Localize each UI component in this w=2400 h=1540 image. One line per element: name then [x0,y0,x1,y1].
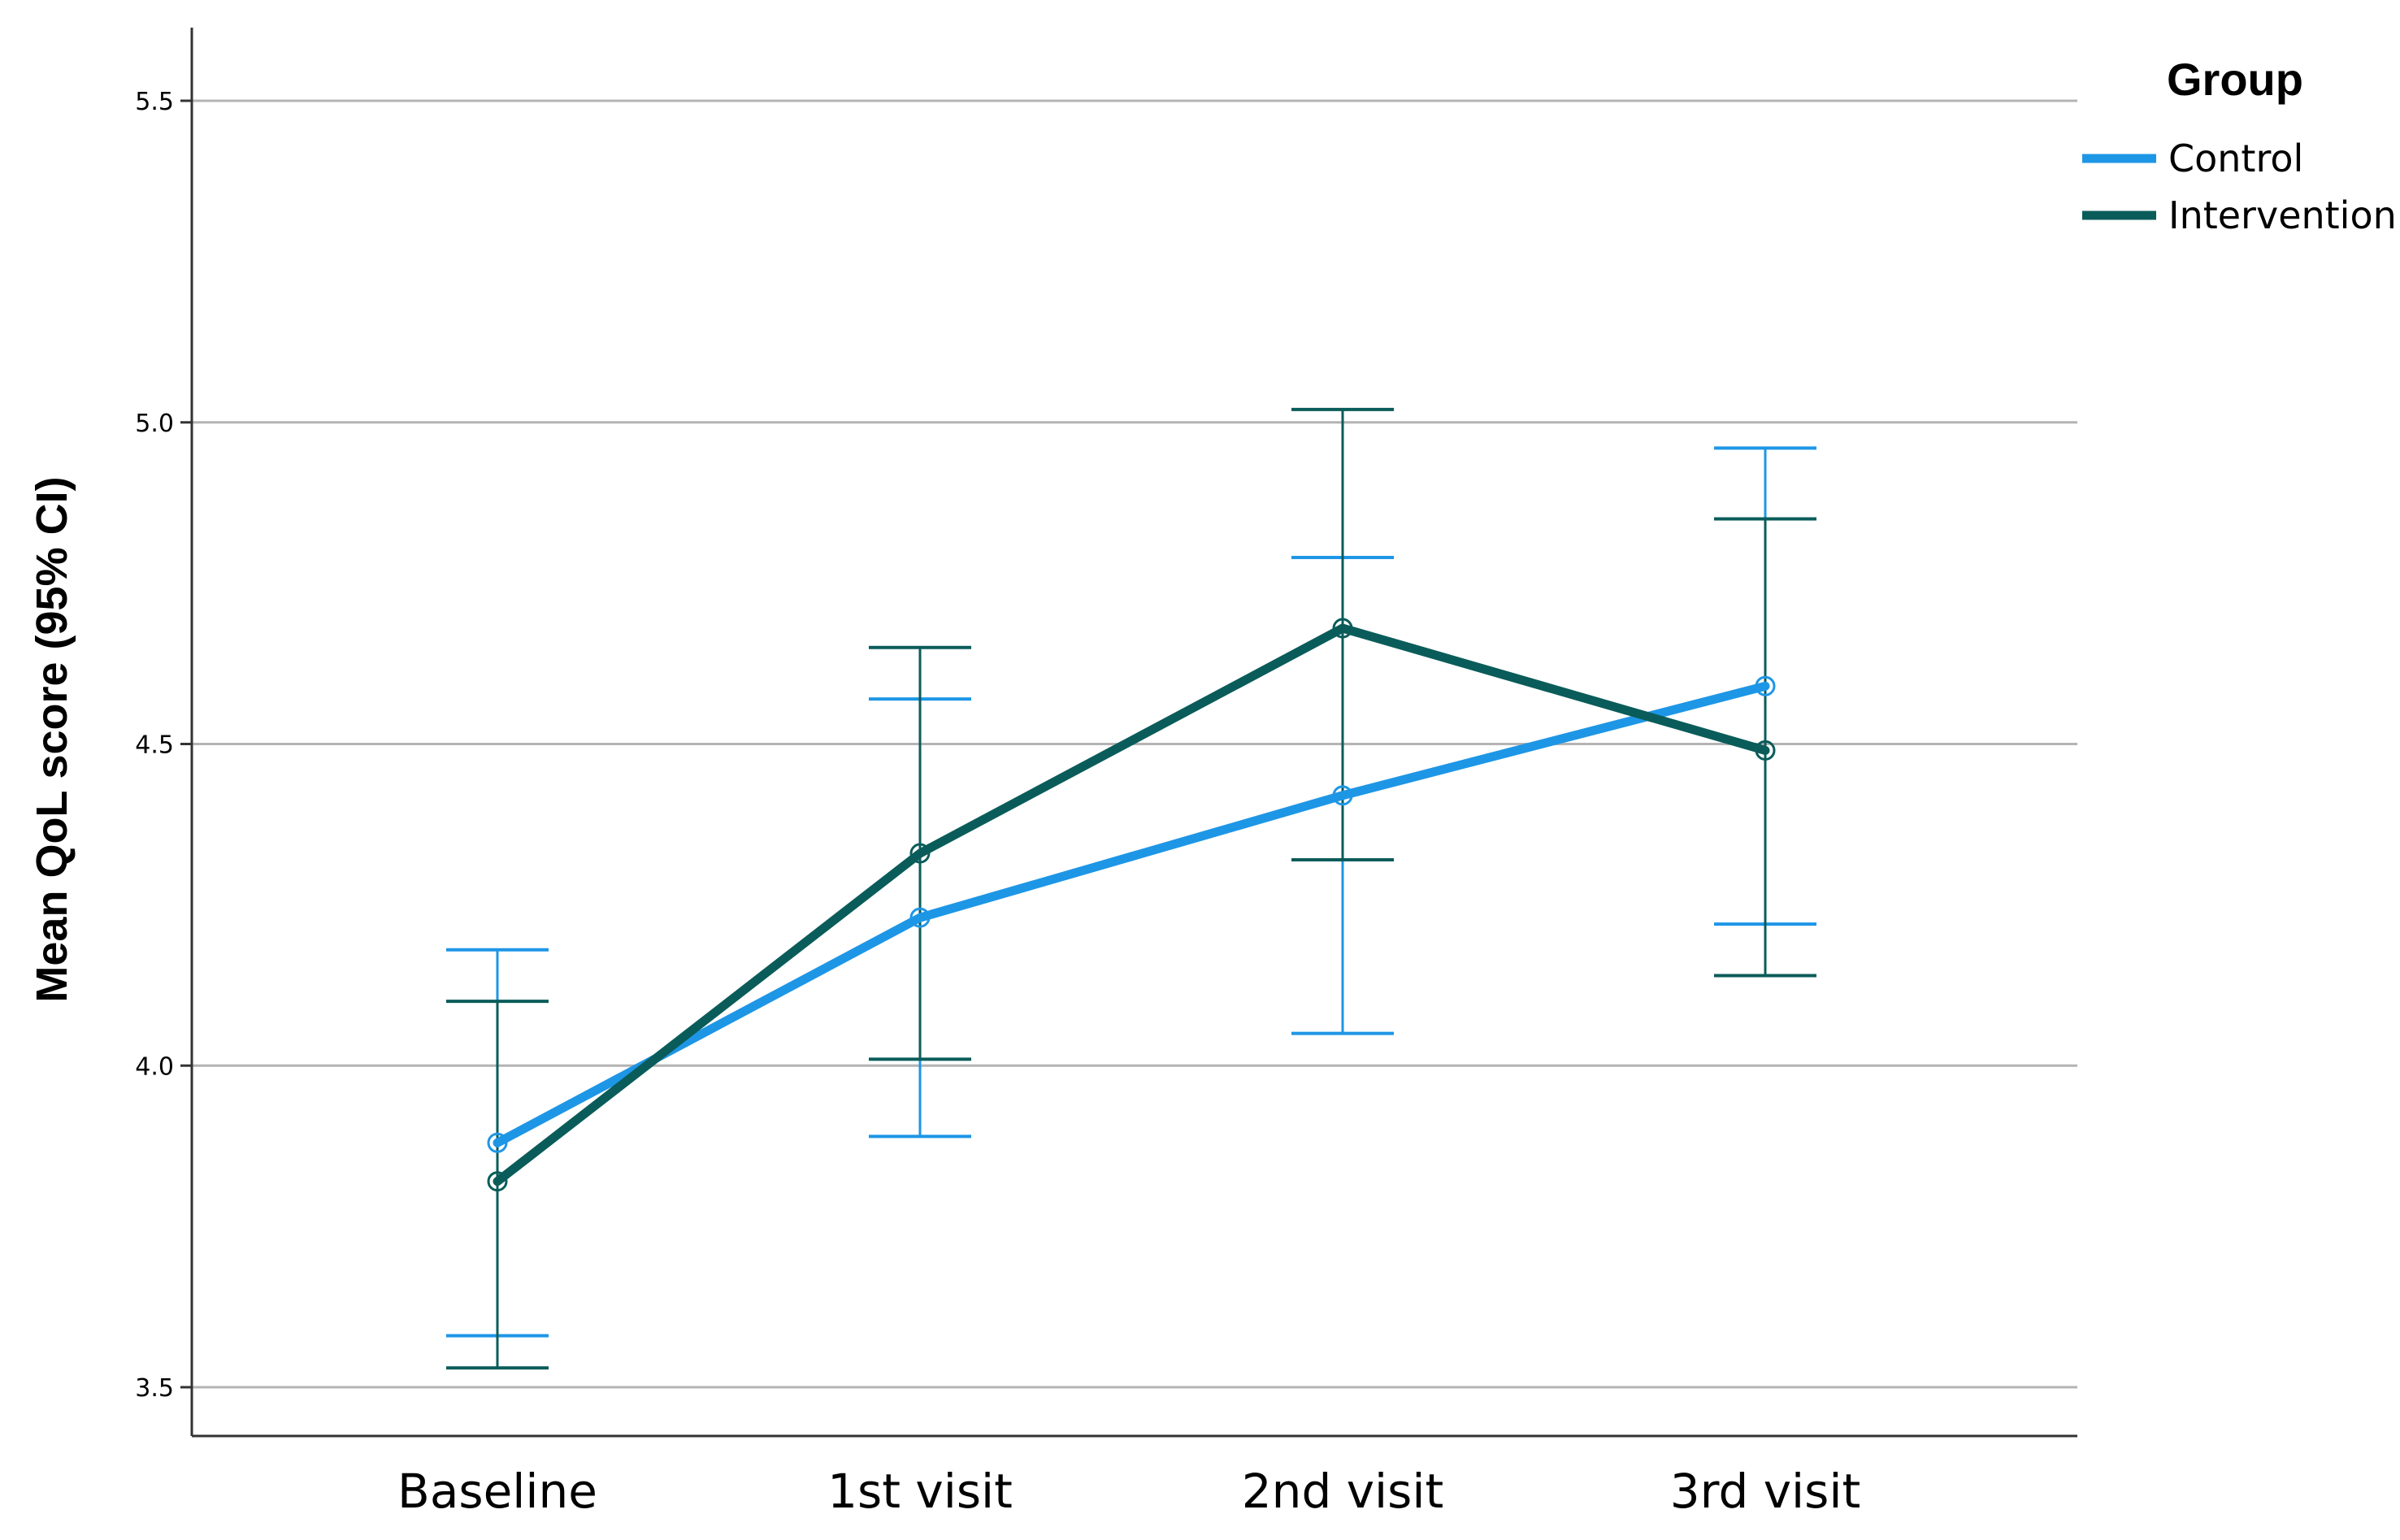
series-layer [446,407,1816,1370]
x-tick-label: 1st visit [827,1464,1013,1519]
y-axis-label: Mean QoL score (95% CI) [28,476,76,1002]
y-tick-label: 4.5 [135,731,174,760]
axes [190,28,2077,1438]
y-tick-label: 5.0 [135,410,174,438]
data-point-control [1755,675,1776,696]
data-point-intervention [909,843,931,864]
error-bars-control [446,446,1816,1338]
legend-items: Control Intervention [2082,137,2397,237]
legend-label-control: Control [2168,137,2303,180]
y-tick-label: 3.5 [135,1374,174,1403]
data-point-intervention [1755,740,1776,761]
x-tick-label: 3rd visit [1670,1464,1861,1519]
data-point-control [487,1132,508,1153]
data-point-intervention [1332,618,1353,639]
data-point-control [1332,785,1353,806]
series-line-intervention [493,623,1770,1186]
series-line-control [493,681,1770,1147]
data-point-control [909,907,931,928]
x-tick-label: Baseline [397,1464,597,1519]
y-tick-labels: 3.5 4.0 4.5 5.0 5.5 [135,88,174,1403]
legend-title: Group [2167,54,2303,105]
legend: Group Control Intervention [2082,54,2397,237]
y-tick-label: 5.5 [135,88,174,116]
data-point-intervention [487,1171,508,1192]
legend-label-intervention: Intervention [2168,193,2397,237]
error-bars-intervention [446,407,1816,1370]
x-tick-label: 2nd visit [1242,1464,1443,1519]
x-tick-labels: Baseline 1st visit 2nd visit 3rd visit [397,1464,1860,1519]
y-tick-label: 4.0 [135,1052,174,1081]
